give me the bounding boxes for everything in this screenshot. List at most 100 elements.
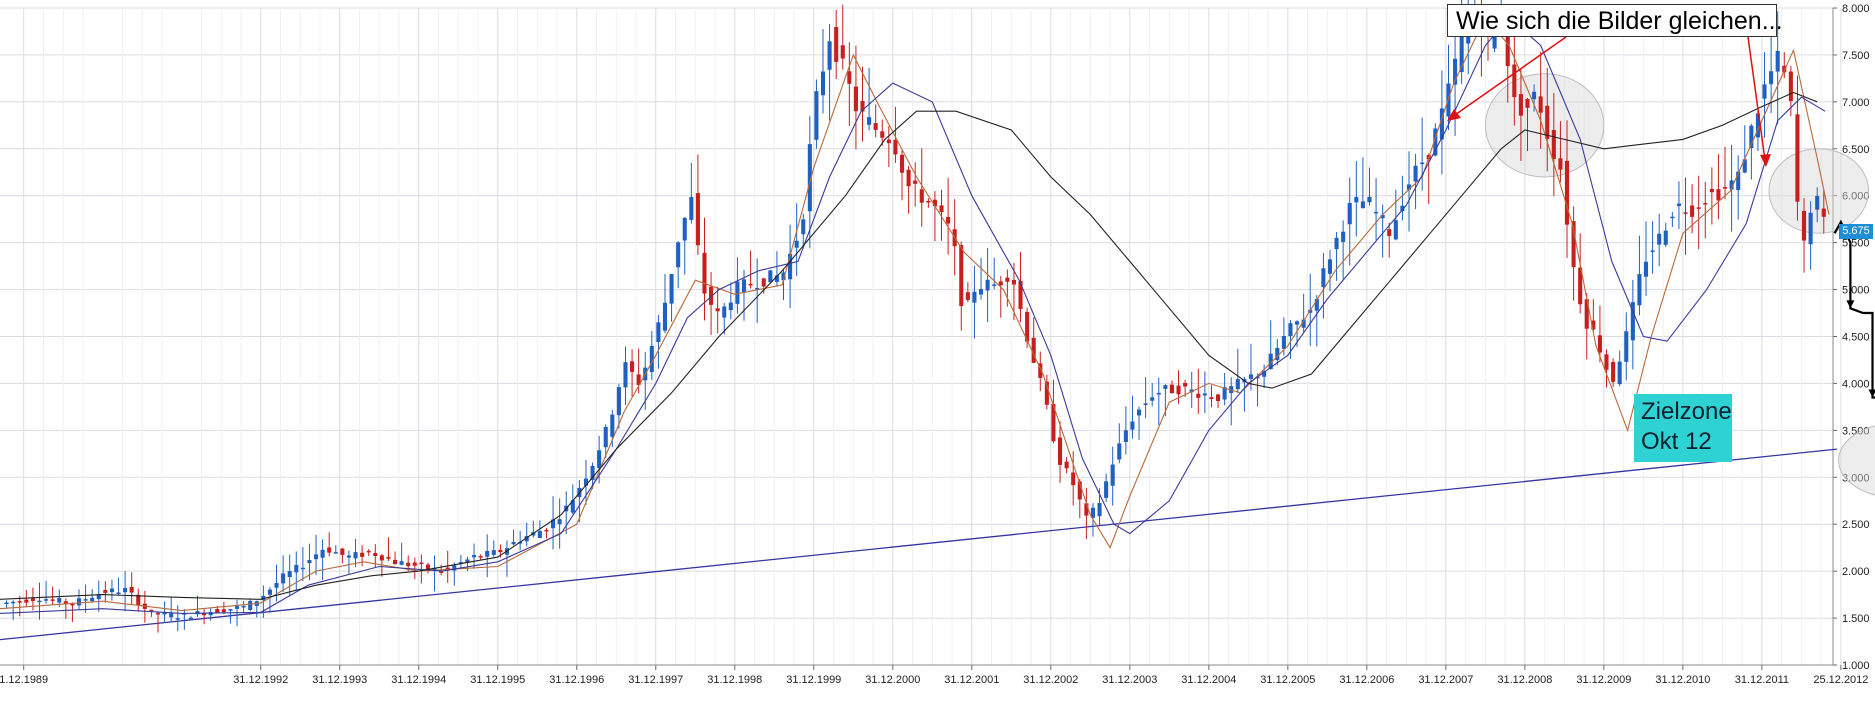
candle-body — [491, 550, 496, 555]
candle-body — [853, 86, 858, 112]
candle-body — [1650, 250, 1655, 252]
candle-body — [715, 308, 720, 312]
candle-body — [656, 322, 661, 343]
candle-body — [1123, 430, 1128, 442]
candle-body — [1025, 311, 1030, 342]
candle-body — [1413, 165, 1418, 182]
candle-body — [1670, 216, 1675, 219]
candle-body — [300, 567, 305, 570]
candle-body — [992, 284, 997, 286]
candle-body — [30, 598, 35, 601]
candle-body — [1169, 384, 1175, 394]
candle-body — [478, 556, 483, 558]
candle-body — [616, 387, 621, 416]
candle-body — [1097, 503, 1102, 517]
candle-body — [287, 571, 292, 578]
candle-body — [1281, 335, 1286, 349]
candle-body — [1453, 58, 1458, 85]
x-tick-label: 31.12.2011 — [1735, 674, 1789, 686]
candle-body — [452, 565, 457, 571]
candle-body — [630, 361, 635, 372]
candle-body — [1538, 96, 1543, 113]
candle-body — [1578, 267, 1583, 305]
y-tick-label: 2.000 — [1842, 566, 1870, 578]
candle-body — [1222, 387, 1227, 400]
y-tick-label: 6.500 — [1842, 144, 1870, 156]
x-tick-label: 1.12.1989 — [0, 674, 48, 686]
candle-body — [978, 289, 984, 295]
candle-body — [1683, 212, 1688, 214]
candle-body — [353, 552, 358, 559]
x-tick-label: 31.12.2001 — [944, 674, 999, 686]
candle-body — [1374, 211, 1379, 214]
candle-body — [959, 245, 964, 307]
candle-body — [1347, 202, 1352, 225]
candle-body — [327, 547, 332, 553]
candle-body — [1183, 382, 1188, 387]
candle-body — [1209, 397, 1214, 400]
candle-body — [1295, 321, 1300, 325]
candle-body — [1255, 376, 1260, 379]
candle-body — [1736, 171, 1741, 191]
candle-body — [1354, 197, 1359, 203]
candle-body — [662, 302, 668, 331]
candle-body — [834, 27, 839, 62]
candle-body — [346, 555, 351, 558]
candle-body — [188, 617, 193, 620]
candle-body — [1084, 503, 1089, 516]
candle-body — [425, 564, 431, 569]
candle-body — [761, 278, 766, 287]
target-zone-line1: Zielzone — [1641, 398, 1732, 425]
candle-body — [1130, 421, 1135, 430]
x-tick-label: 31.12.2010 — [1655, 674, 1710, 686]
candle-body — [511, 542, 516, 545]
y-tick-label: 8.000 — [1842, 3, 1870, 15]
x-tick-label: 31.12.1994 — [391, 674, 446, 686]
moving-average-line — [0, 91, 1818, 600]
candle-body — [1117, 443, 1122, 460]
candle-body — [1156, 392, 1161, 395]
moving-average-line — [0, 16, 1826, 614]
candle-body — [1617, 361, 1622, 385]
candle-body — [24, 599, 29, 603]
pointer-arrow — [1451, 36, 1567, 118]
x-tick-label: 31.12.2005 — [1260, 674, 1315, 686]
candle-body — [1301, 319, 1306, 328]
candle-body — [1716, 189, 1721, 201]
candle-body — [781, 272, 786, 281]
candle-body — [313, 554, 319, 560]
candle-body — [1604, 354, 1609, 370]
candle-body — [669, 274, 674, 304]
candle-body — [755, 287, 760, 290]
candle-body — [788, 253, 793, 280]
candle-body — [649, 345, 654, 372]
candle-body — [899, 154, 905, 173]
candle-body — [340, 548, 345, 555]
candle-body — [695, 193, 700, 246]
candle-body — [1400, 205, 1405, 212]
candle-body — [702, 252, 707, 294]
candle-body — [939, 205, 944, 213]
candle-body — [880, 131, 885, 138]
candle-body — [465, 559, 470, 563]
candle-body — [432, 567, 437, 572]
candle-body — [234, 606, 240, 609]
candle-body — [1709, 188, 1714, 193]
candle-body — [537, 531, 542, 539]
candle-body — [926, 200, 931, 203]
candle-body — [886, 139, 891, 144]
candle-body — [1136, 409, 1142, 416]
candle-body — [1314, 299, 1319, 311]
y-tick-label: 7.000 — [1842, 97, 1870, 109]
candle-body — [735, 281, 740, 304]
candle-body — [1571, 221, 1576, 268]
y-tick-label: 7.500 — [1842, 50, 1870, 62]
candle-body — [623, 362, 628, 388]
target-zone-label: Zielzone Okt 12 — [1634, 394, 1732, 462]
candle-body — [551, 519, 556, 529]
pointer-arrowhead — [1760, 154, 1771, 167]
candle-body — [1327, 259, 1333, 274]
candle-body — [406, 562, 411, 567]
candle-body — [524, 536, 529, 542]
